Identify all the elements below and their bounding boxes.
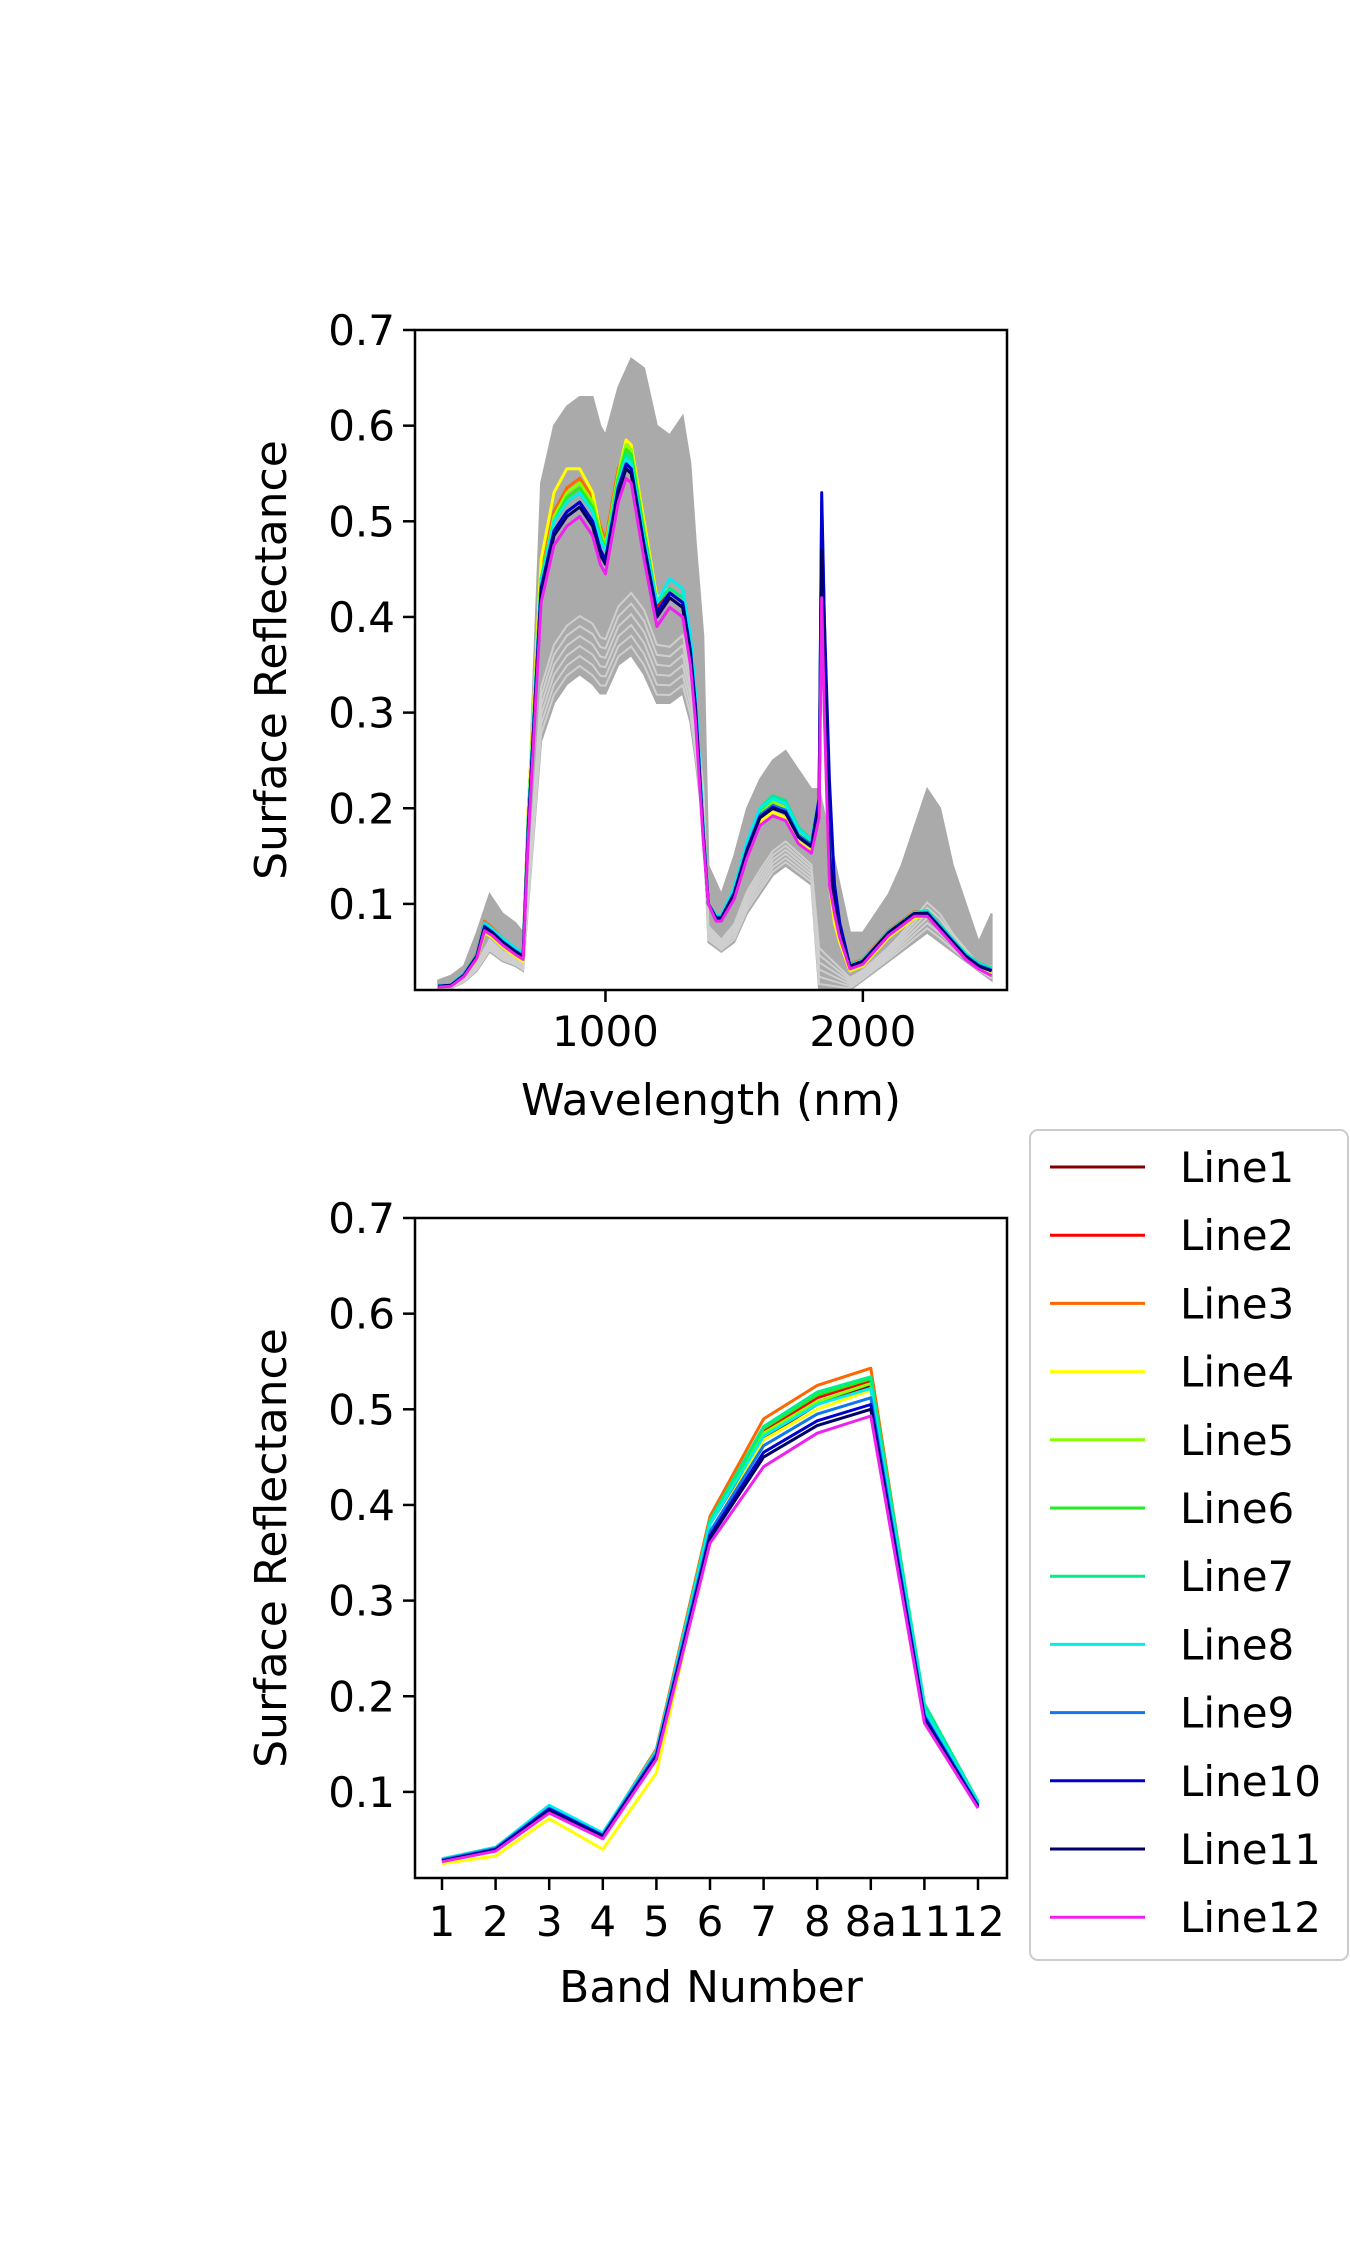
background-spectra	[437, 357, 993, 990]
legend-label: Line2	[1180, 1211, 1294, 1260]
y-axis: 0.1 0.2 0.3 0.4 0.5 0.6 0.7	[328, 306, 415, 929]
legend-label: Line9	[1180, 1689, 1294, 1738]
legend-label: Line3	[1180, 1279, 1294, 1328]
series-group	[438, 438, 993, 989]
x-axis: 1 2 3 4 5 6 7 8 8a 11 12	[429, 1878, 1005, 1946]
legend-item-line1: Line1	[1050, 1143, 1294, 1192]
y-tick-label: 0.5	[328, 1385, 395, 1434]
x-tick-label: 2	[482, 1897, 509, 1946]
y-tick-label: 0.2	[328, 784, 395, 833]
legend-item-line4: Line4	[1050, 1348, 1294, 1397]
y-axis-label: Surface Reflectance	[246, 440, 297, 880]
series-line-line3	[441, 1366, 980, 1861]
legend-item-line9: Line9	[1050, 1689, 1294, 1738]
x-axis: 1000 2000	[552, 990, 916, 1056]
series-line-line5	[441, 1382, 980, 1863]
series-line-line4	[441, 1388, 980, 1866]
y-tick-label: 0.5	[328, 497, 395, 546]
legend-label: Line4	[1180, 1348, 1294, 1397]
x-tick-label: 1	[429, 1897, 456, 1946]
y-tick-label: 0.7	[328, 306, 395, 355]
legend-item-line6: Line6	[1050, 1484, 1294, 1533]
legend-item-line5: Line5	[1050, 1416, 1294, 1465]
series-line-line9	[441, 1396, 980, 1862]
series-line-line8	[441, 1386, 980, 1861]
y-axis: 0.1 0.2 0.3 0.4 0.5 0.6 0.7	[328, 1194, 415, 1817]
series-line-line2	[441, 1379, 980, 1862]
series-group	[441, 1366, 980, 1866]
plot-frame	[413, 1216, 1009, 1880]
x-tick-label: 1000	[552, 1007, 659, 1056]
y-tick-label: 0.4	[328, 1481, 395, 1530]
legend: Line1 Line2 Line3 Line4 Line5 Line6 Line7 Line8…	[1029, 1129, 1349, 1961]
series-line-line10	[441, 1403, 980, 1863]
legend-item-line12: Line12	[1050, 1893, 1321, 1942]
legend-label: Line5	[1180, 1416, 1294, 1465]
series-line-line11	[441, 1407, 980, 1863]
x-axis-label: Wavelength (nm)	[521, 1075, 901, 1126]
x-tick-label: 8a	[845, 1897, 897, 1946]
legend-label: Line10	[1180, 1757, 1321, 1806]
plot-frame	[413, 328, 1009, 992]
series-line-line12	[438, 476, 993, 989]
x-tick-label: 7	[750, 1897, 777, 1946]
y-tick-label: 0.3	[328, 1577, 395, 1626]
series-line-line7	[441, 1375, 980, 1862]
legend-item-line11: Line11	[1050, 1825, 1321, 1874]
y-tick-label: 0.6	[328, 1290, 395, 1339]
legend-label: Line7	[1180, 1552, 1294, 1601]
y-axis-label: Surface Reflectance	[246, 1328, 297, 1768]
x-tick-label: 2000	[809, 1007, 916, 1056]
legend-label: Line11	[1180, 1825, 1321, 1874]
x-tick-label: 11	[898, 1897, 951, 1946]
legend-label: Line6	[1180, 1484, 1294, 1533]
series-line-line12	[441, 1414, 980, 1864]
legend-item-line3: Line3	[1050, 1279, 1294, 1328]
x-tick-label: 6	[697, 1897, 724, 1946]
legend-label: Line12	[1180, 1893, 1321, 1942]
x-tick-label: 3	[536, 1897, 563, 1946]
legend-item-line8: Line8	[1050, 1620, 1294, 1669]
y-tick-label: 0.2	[328, 1672, 395, 1721]
legend-item-line7: Line7	[1050, 1552, 1294, 1601]
y-tick-label: 0.3	[328, 689, 395, 738]
series-line-line6	[441, 1377, 980, 1862]
band-chart: 1 2 3 4 5 6 7 8 8a 11 12 0.10.20.30.40.50.60.7 Ban…	[246, 1194, 1009, 2013]
y-tick-label: 0.6	[328, 402, 395, 451]
x-tick-label: 8	[804, 1897, 831, 1946]
x-tick-label: 5	[643, 1897, 670, 1946]
y-tick-label: 0.1	[328, 880, 395, 929]
background-envelope	[437, 357, 993, 990]
x-axis-label: Band Number	[559, 1962, 864, 2013]
x-tick-label: 4	[589, 1897, 616, 1946]
legend-box	[1029, 1129, 1349, 1961]
y-tick-label: 0.1	[328, 1768, 395, 1817]
x-tick-label: 12	[951, 1897, 1004, 1946]
legend-label: Line8	[1180, 1620, 1294, 1669]
y-tick-label: 0.7	[328, 1194, 395, 1243]
legend-item-line2: Line2	[1050, 1211, 1294, 1260]
wavelength-chart: 1000 2000 0.1 0.2 0.3 0.4 0.5 0.6 0.7 Wavelengt…	[246, 306, 1009, 1126]
series-line-line1	[441, 1383, 980, 1863]
legend-item-line10: Line10	[1050, 1757, 1321, 1806]
y-tick-label: 0.4	[328, 593, 395, 642]
legend-label: Line1	[1180, 1143, 1294, 1192]
